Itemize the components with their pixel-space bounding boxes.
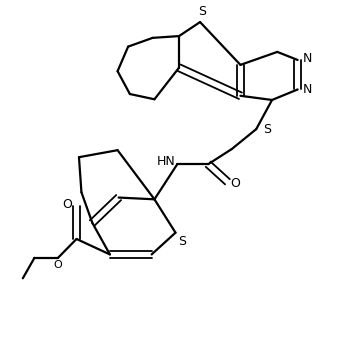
Text: HN: HN bbox=[156, 155, 175, 168]
Text: N: N bbox=[303, 52, 312, 65]
Text: S: S bbox=[263, 122, 271, 136]
Text: N: N bbox=[303, 83, 312, 96]
Text: S: S bbox=[198, 5, 206, 18]
Text: O: O bbox=[62, 198, 72, 211]
Text: S: S bbox=[178, 235, 186, 248]
Text: O: O bbox=[230, 177, 240, 190]
Text: O: O bbox=[54, 260, 62, 270]
